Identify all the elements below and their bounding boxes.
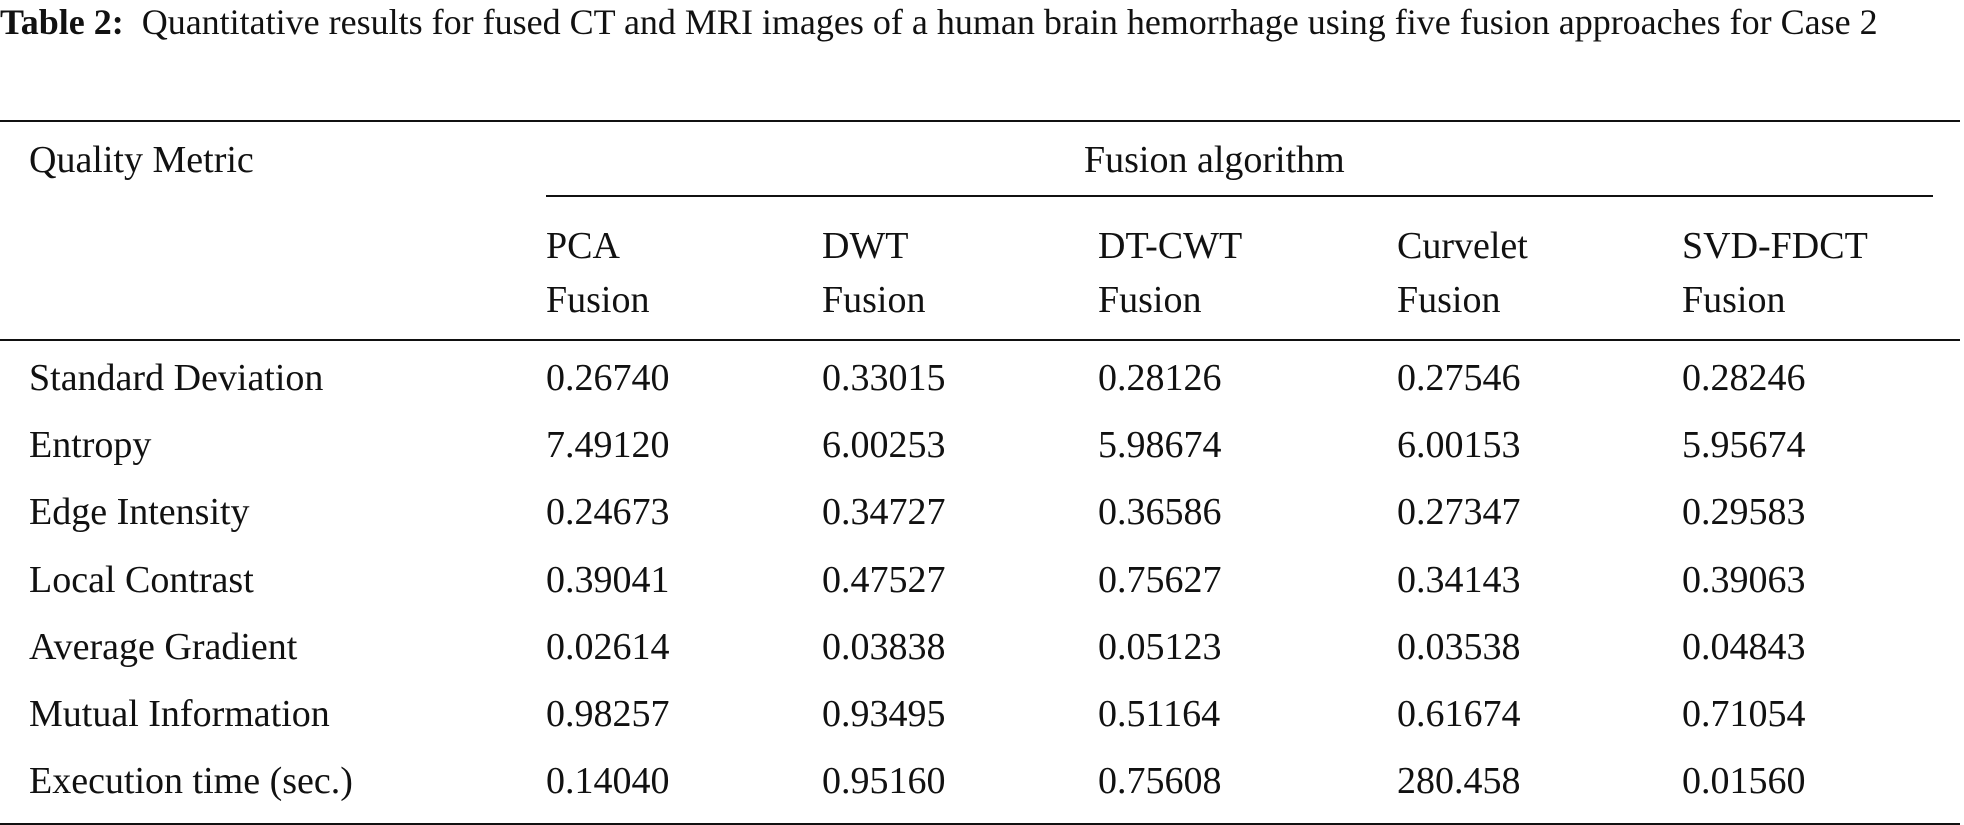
metric-name: Mutual Information — [29, 693, 330, 735]
value-cell: 0.26740 — [546, 357, 670, 399]
column-header-2-line2: Fusion — [822, 279, 926, 321]
table-caption: Table 2: Quantitative results for fused … — [0, 0, 1960, 44]
column-header-2-line1: DWT — [822, 225, 909, 267]
value-cell: 5.95674 — [1682, 424, 1806, 466]
column-header-3-line1: DT-CWT — [1098, 225, 1243, 267]
value-cell: 0.28126 — [1098, 357, 1222, 399]
stub-header: Quality Metric — [29, 139, 254, 181]
column-header-1-line1: PCA — [546, 225, 620, 267]
value-cell: 0.01560 — [1682, 760, 1806, 802]
value-cell: 7.49120 — [546, 424, 670, 466]
value-cell: 0.27546 — [1397, 357, 1521, 399]
column-header-5-line1: SVD-FDCT — [1682, 225, 1868, 267]
value-cell: 280.458 — [1397, 760, 1521, 802]
value-cell: 0.47527 — [822, 559, 946, 601]
metric-name: Edge Intensity — [29, 491, 250, 533]
header-bottom-rule — [0, 339, 1960, 341]
value-cell: 0.75627 — [1098, 559, 1222, 601]
value-cell: 0.14040 — [546, 760, 670, 802]
value-cell: 0.93495 — [822, 693, 946, 735]
value-cell: 0.03538 — [1397, 626, 1521, 668]
metric-name: Entropy — [29, 424, 152, 466]
value-cell: 0.39041 — [546, 559, 670, 601]
value-cell: 0.51164 — [1098, 693, 1221, 735]
caption-label: Table 2: — [0, 2, 124, 42]
group-header: Fusion algorithm — [1084, 139, 1345, 181]
value-cell: 0.27347 — [1397, 491, 1521, 533]
metric-name: Average Gradient — [29, 626, 298, 668]
value-cell: 0.03838 — [822, 626, 946, 668]
value-cell: 0.04843 — [1682, 626, 1806, 668]
value-cell: 0.24673 — [546, 491, 670, 533]
value-cell: 5.98674 — [1098, 424, 1222, 466]
value-cell: 0.71054 — [1682, 693, 1806, 735]
value-cell: 0.39063 — [1682, 559, 1806, 601]
value-cell: 0.33015 — [822, 357, 946, 399]
metric-name: Standard Deviation — [29, 357, 324, 399]
value-cell: 0.34143 — [1397, 559, 1521, 601]
metric-name: Local Contrast — [29, 559, 254, 601]
column-header-4-line1: Curvelet — [1397, 225, 1528, 267]
value-cell: 0.98257 — [546, 693, 670, 735]
bottom-rule — [0, 823, 1960, 825]
value-cell: 0.75608 — [1098, 760, 1222, 802]
value-cell: 0.34727 — [822, 491, 946, 533]
value-cell: 6.00153 — [1397, 424, 1521, 466]
group-header-rule — [546, 195, 1933, 197]
column-header-5-line2: Fusion — [1682, 279, 1786, 321]
column-header-4-line2: Fusion — [1397, 279, 1501, 321]
column-header-1-line2: Fusion — [546, 279, 650, 321]
value-cell: 0.28246 — [1682, 357, 1806, 399]
caption-text: Quantitative results for fused CT and MR… — [141, 2, 1878, 42]
value-cell: 0.05123 — [1098, 626, 1222, 668]
value-cell: 0.29583 — [1682, 491, 1806, 533]
column-header-3-line2: Fusion — [1098, 279, 1202, 321]
value-cell: 0.95160 — [822, 760, 946, 802]
value-cell: 0.02614 — [546, 626, 670, 668]
value-cell: 0.61674 — [1397, 693, 1521, 735]
value-cell: 0.36586 — [1098, 491, 1222, 533]
value-cell: 6.00253 — [822, 424, 946, 466]
metric-name: Execution time (sec.) — [29, 760, 353, 802]
top-rule — [0, 120, 1960, 122]
